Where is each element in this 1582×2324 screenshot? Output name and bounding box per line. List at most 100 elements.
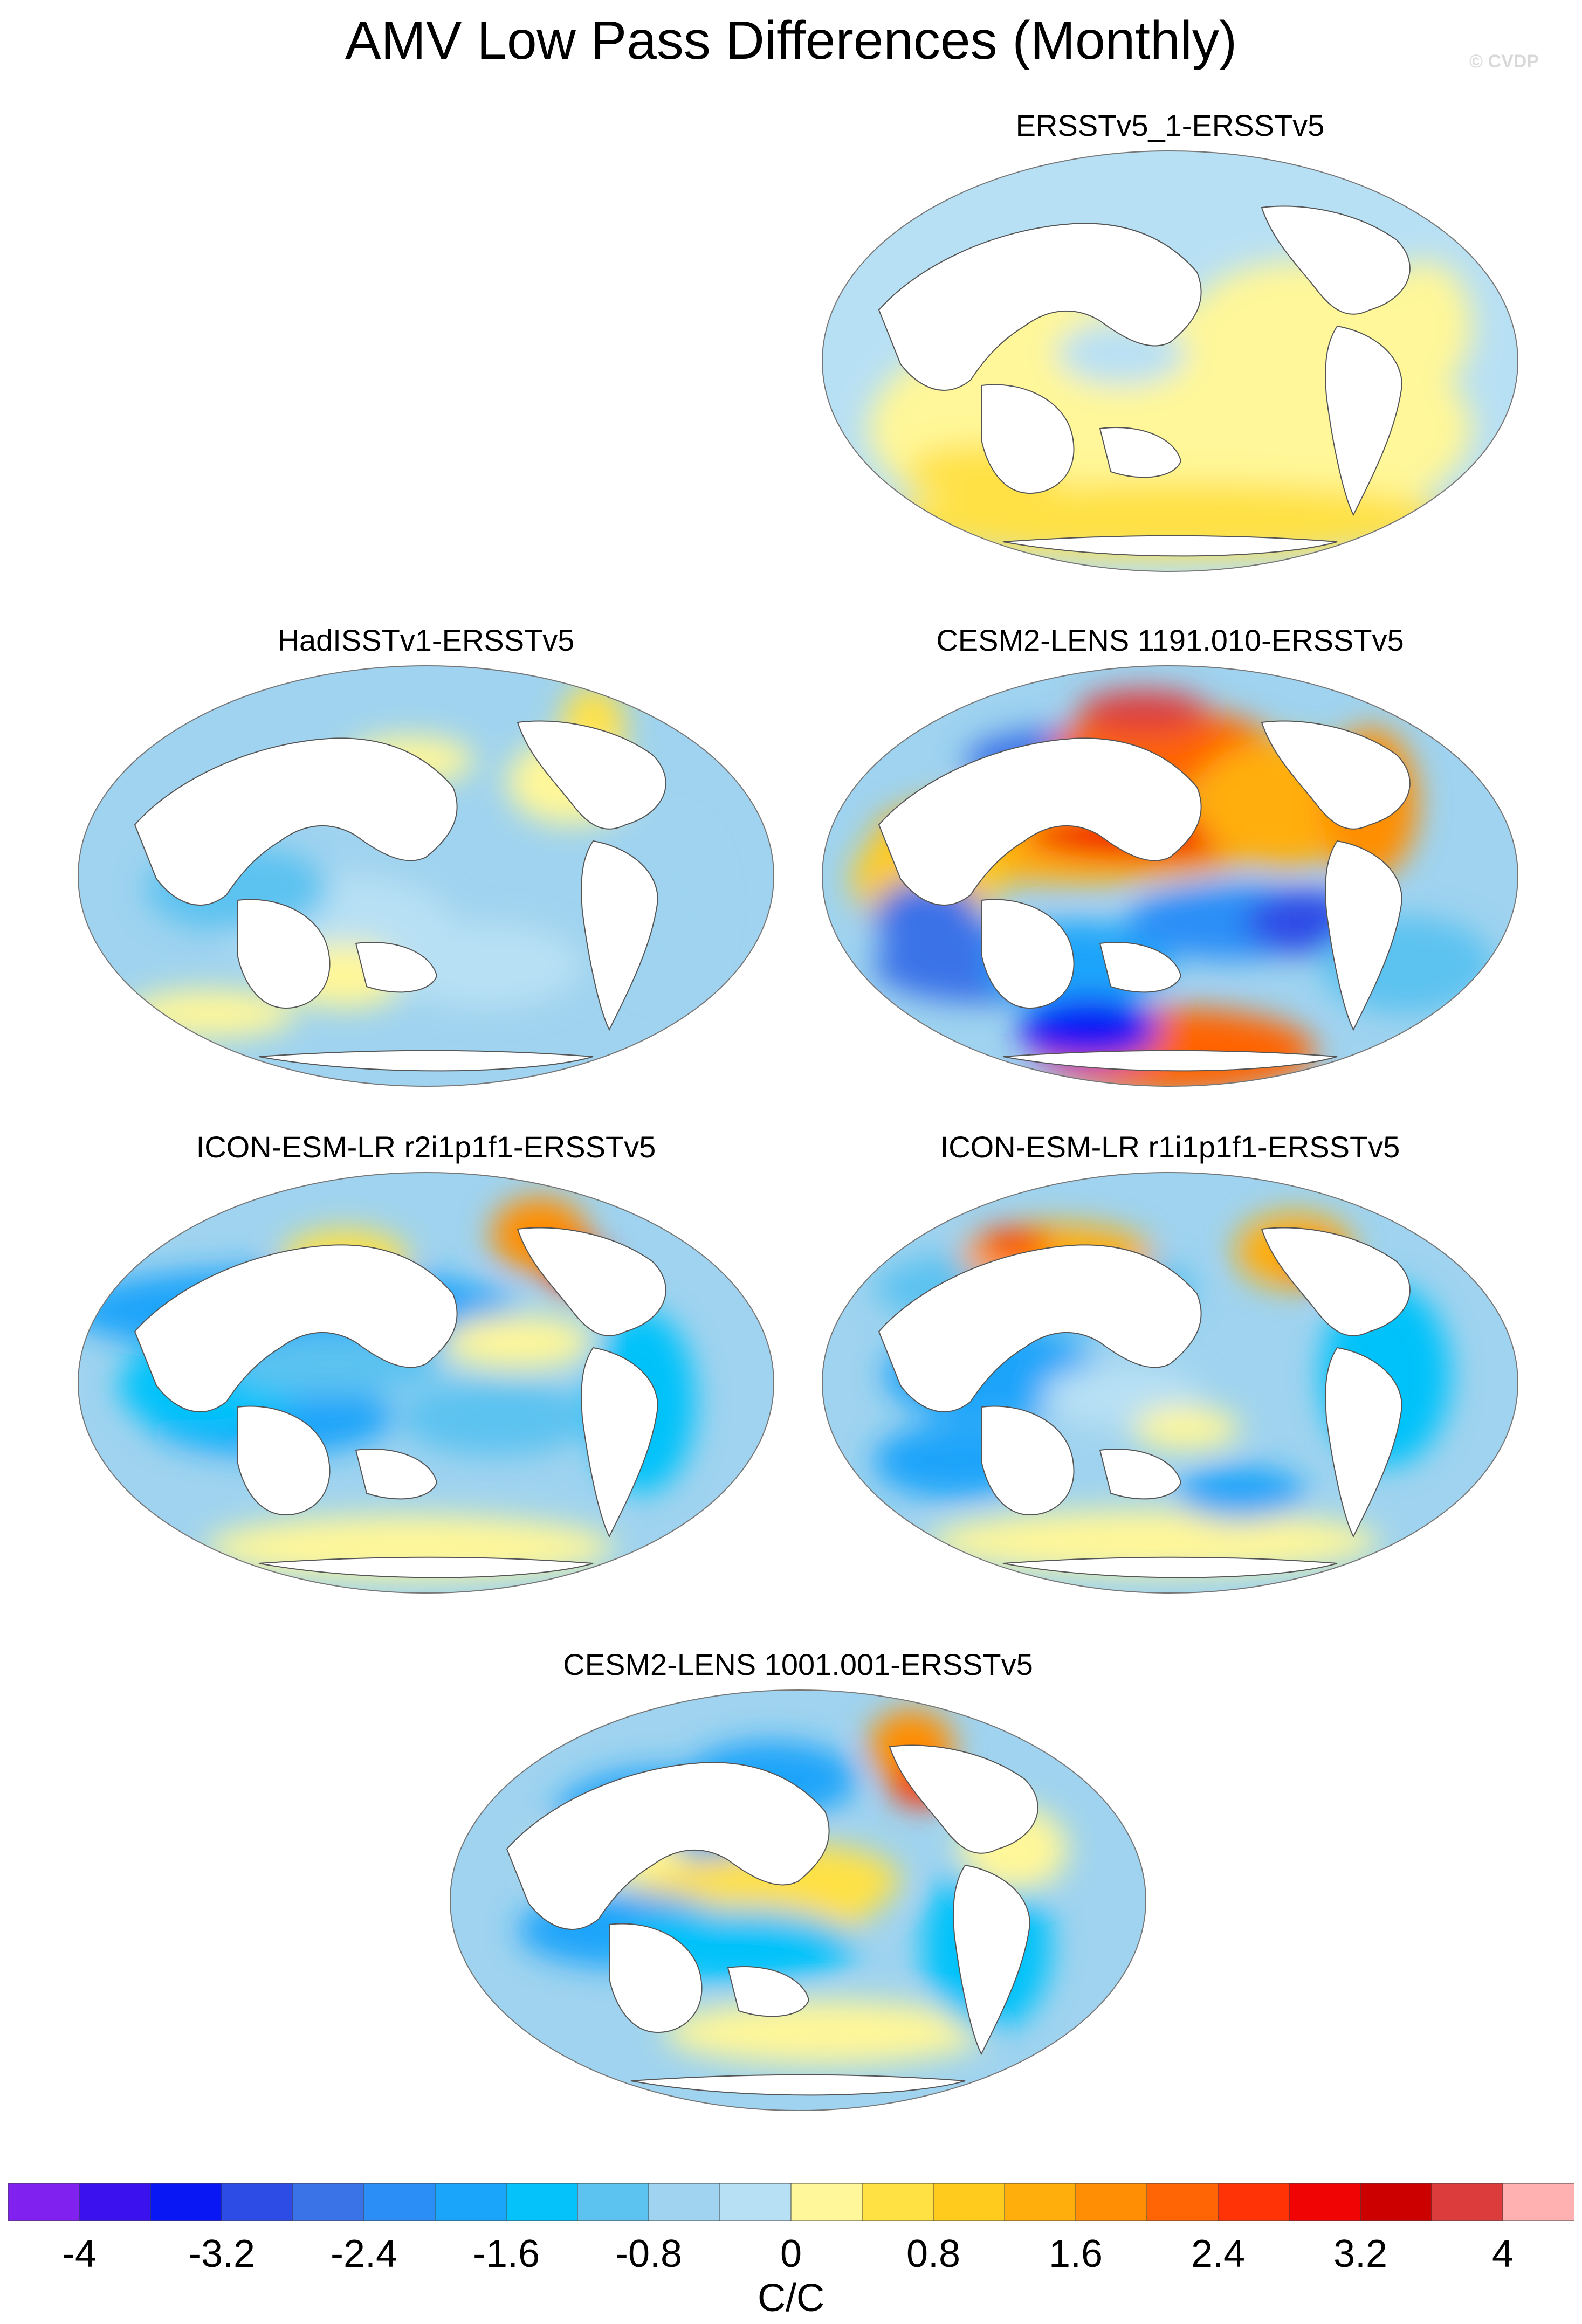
colorbar-tick-label: -4 [61,2232,97,2275]
map-outline [822,665,1518,1087]
landmass [355,942,438,993]
landmass [355,1449,438,1500]
colorbar-swatch [719,2183,792,2221]
landmass [878,1244,1202,1412]
panel-title: CESM2-LENS 1191.010-ERSSTv5 [936,623,1404,657]
landmass [878,737,1202,906]
colorbar-swatch [292,2183,364,2221]
colorbar-tick-label: 1.6 [1048,2232,1103,2275]
colorbar-swatch [1004,2183,1076,2221]
landmass [1099,1449,1182,1500]
landmass [1099,942,1182,993]
landmass [1099,427,1182,478]
landmass [258,1556,594,1578]
anomaly-region [1175,1466,1305,1520]
colorbar-tick-label: -0.8 [615,2232,683,2275]
landmass [517,1227,666,1336]
world-map [78,1172,774,1594]
colorbar-tick-label: 2.4 [1191,2232,1246,2275]
map-outline [822,150,1518,572]
world-map [822,1172,1518,1594]
anomaly-region [399,1380,593,1456]
colorbar [8,2183,1574,2221]
colorbar-swatch [221,2183,293,2221]
panel-title: HadISSTv1-ERSSTv5 [277,623,575,657]
colorbar-swatch [1146,2183,1219,2221]
figure-title: AMV Low Pass Differences (Monthly) [345,10,1237,71]
landmass [953,1864,1031,2056]
landmass [727,1966,810,2017]
map-panel-icon-r2: ICON-ESM-LR r2i1p1f1-ERSSTv5 [51,1129,801,1615]
colorbar-swatch [79,2183,151,2221]
world-map [450,1689,1146,2111]
world-map [822,665,1518,1087]
colorbar-swatch [790,2183,863,2221]
landmass [134,737,458,906]
map-panel-icon-r1: ICON-ESM-LR r1i1p1f1-ERSSTv5 [795,1129,1545,1615]
landmass [237,1405,331,1516]
world-map [822,150,1518,572]
colorbar-swatch [933,2183,1005,2221]
landmass [1261,1227,1411,1336]
anomaly-region [388,922,582,1008]
panel-title: ICON-ESM-LR r2i1p1f1-ERSSTv5 [196,1130,656,1164]
landmass [1002,1556,1338,1578]
map-outline [78,665,774,1087]
landmass [1325,840,1403,1031]
landmass [889,1744,1038,1854]
anomaly-region [663,2000,987,2065]
colorbar-swatch [363,2183,436,2221]
landmass [878,223,1202,391]
landmass [581,840,659,1031]
anomaly-region [1078,690,1208,733]
colorbar-swatch [862,2183,934,2221]
anomaly-region [442,1315,593,1369]
world-map [78,665,774,1087]
colorbar-tick-label: -1.6 [472,2232,540,2275]
map-outline [78,1172,774,1594]
panel-title: CESM2-LENS 1001.001-ERSSTv5 [563,1647,1033,1681]
colorbar-swatch [577,2183,649,2221]
colorbar-swatch [1502,2183,1574,2221]
colorbar-swatch [648,2183,720,2221]
colorbar-swatch [1075,2183,1147,2221]
landmass [506,1762,830,1930]
landmass [258,1050,594,1072]
colorbar-swatch [1289,2183,1361,2221]
colorbar-swatch [1218,2183,1290,2221]
colorbar-tick-label: 3.2 [1333,2232,1388,2275]
colorbar-swatch [1431,2183,1503,2221]
landmass [981,899,1075,1009]
anomaly-region [1132,1407,1240,1450]
landmass [981,384,1075,494]
map-outline [822,1172,1518,1594]
colorbar-tick-label: 0.8 [906,2232,961,2275]
landmass [1261,205,1411,315]
landmass [609,1923,703,2033]
map-panel-cesm2-1191: CESM2-LENS 1191.010-ERSSTv5 [795,623,1545,1108]
landmass [581,1347,659,1538]
landmass [1002,535,1338,557]
panel-title: ICON-ESM-LR r1i1p1f1-ERSSTv5 [940,1130,1400,1164]
map-panel-hadisstv1: HadISSTv1-ERSSTv5 [51,623,801,1108]
landmass [1325,1347,1403,1538]
landmass [517,720,666,830]
map-outline [450,1689,1146,2111]
colorbar-tick-label: 4 [1491,2232,1514,2275]
colorbar-swatch [8,2183,80,2221]
colorbar-tick-label: 0 [780,2232,802,2275]
map-panel-cesm2-1001: CESM2-LENS 1001.001-ERSSTv5 [423,1647,1173,2132]
landmass [1261,720,1411,830]
colorbar-swatch [506,2183,578,2221]
colorbar-units: C/C [758,2277,824,2320]
cvdp-watermark: © CVDP [1469,51,1539,72]
colorbar-swatch [435,2183,507,2221]
anomaly-region [1019,997,1159,1062]
colorbar-tick-label: -2.4 [330,2232,398,2275]
landmass [134,1244,458,1412]
anomaly-region [927,1509,1380,1574]
landmass [981,1405,1075,1516]
colorbar-tick-label: -3.2 [188,2232,256,2275]
landmass [1002,1050,1338,1072]
colorbar-swatch [150,2183,222,2221]
